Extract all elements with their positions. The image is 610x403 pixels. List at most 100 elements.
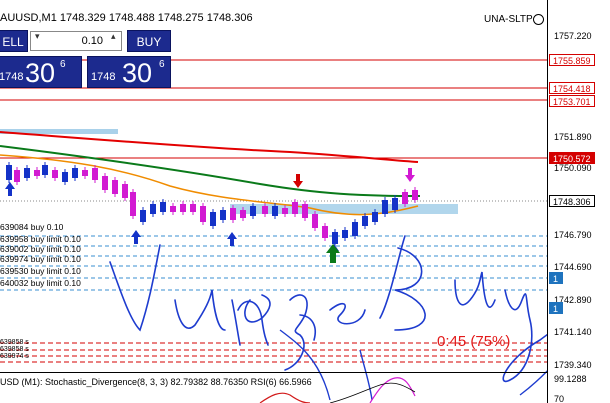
indicator-label: USD (M1): Stochastic_Divergence(8, 3, 3)… <box>0 377 312 387</box>
pending-order-label: 640032 buy limit 0.10 <box>0 278 81 288</box>
buy-arrow-icon <box>131 230 141 244</box>
pending-order-label: 639974 buy limit 0.10 <box>0 254 81 264</box>
price-tick-label: 1746.790 <box>554 230 592 240</box>
bear-candle <box>102 176 108 190</box>
sell-price-pip: 6 <box>60 59 66 70</box>
ma-red-line <box>0 131 419 163</box>
stacked-order-label: 639858 s <box>0 339 29 346</box>
handwriting-stroke <box>279 329 331 401</box>
bear-candle <box>34 170 40 176</box>
price-tick-label: 1751.890 <box>554 132 592 142</box>
bull-candle <box>72 168 78 178</box>
bull-candle <box>382 200 388 214</box>
bull-candle <box>150 204 156 214</box>
bull-candle <box>220 210 226 220</box>
price-tag: 1748.306 <box>549 195 595 207</box>
pending-order-label: 639530 buy limit 0.10 <box>0 266 81 276</box>
bear-candle <box>52 170 58 178</box>
bull-candle <box>332 232 338 244</box>
expert-advisor-label: UNA-SLTP <box>484 14 533 25</box>
buy-arrow-icon <box>5 182 15 196</box>
buy-price-box[interactable]: 1748 30 6 <box>87 56 171 88</box>
bull-candle <box>392 198 398 210</box>
sell-arrow-icon <box>405 168 415 182</box>
price-tick-label: 99.1288 <box>554 374 587 384</box>
bear-candle <box>82 170 88 176</box>
price-tick-label: 70 <box>554 394 565 403</box>
lot-decrease-icon[interactable]: ▾ <box>35 31 40 41</box>
buy-price-prefix: 1748 <box>91 71 116 83</box>
sell-price-prefix: 1748 <box>0 71 24 83</box>
bear-candle <box>262 206 268 214</box>
handwriting-stroke <box>174 289 226 331</box>
handwriting-stroke <box>284 294 316 371</box>
stochastic-signal-line <box>369 377 416 403</box>
stacked-order-label: 639974 s <box>0 353 29 360</box>
zone-rect-left <box>0 129 118 134</box>
chart-title: AUUSD,M1 1748.329 1748.488 1748.275 1748… <box>0 12 253 24</box>
bear-candle <box>200 206 206 222</box>
bear-candle <box>402 192 408 204</box>
buy-arrow-icon <box>227 232 237 246</box>
price-tag: 1 <box>549 302 563 314</box>
indicator-window[interactable]: USD (M1): Stochastic_Divergence(8, 3, 3)… <box>0 372 547 403</box>
price-chart-canvas[interactable]: Vung Buy <box>0 0 547 403</box>
buy-signal-arrow-icon <box>326 244 340 263</box>
price-tag: 1 <box>549 272 563 284</box>
bear-candle <box>130 192 136 216</box>
price-tag: 1750.572 <box>549 152 595 164</box>
bull-candle <box>210 212 216 226</box>
bull-candle <box>160 202 166 212</box>
bear-candle <box>412 190 418 200</box>
sell-price-big: 30 <box>25 58 56 88</box>
bear-candle <box>180 204 186 212</box>
bear-candle <box>282 208 288 214</box>
bear-candle <box>230 208 236 220</box>
price-tag: 1755.859 <box>549 54 595 66</box>
bear-candle <box>322 226 328 238</box>
bar-countdown-timer: 0:45 (75%) <box>437 333 511 350</box>
bull-candle <box>6 165 12 180</box>
bear-candle <box>190 204 196 212</box>
price-tag: 1754.418 <box>549 82 595 94</box>
ma-green-line <box>0 145 421 197</box>
bull-candle <box>42 165 48 175</box>
buy-button[interactable]: BUY <box>127 30 171 52</box>
handwriting-stroke <box>379 235 426 331</box>
bull-candle <box>272 206 278 216</box>
bear-candle <box>92 168 98 180</box>
handwriting-stroke <box>519 370 547 396</box>
price-tick-label: 1744.690 <box>554 262 592 272</box>
price-axis[interactable]: 1757.220 1751.890 1750.090 1746.790 1744.690… <box>547 0 610 403</box>
handwriting-stroke <box>109 244 161 332</box>
price-tick-label: 1741.140 <box>554 327 592 337</box>
handwriting-stroke <box>231 299 269 346</box>
handwriting-stroke <box>359 349 373 401</box>
buy-price-big: 30 <box>122 58 153 88</box>
handwriting-stroke <box>244 294 366 325</box>
price-tag: 1753.701 <box>549 95 595 107</box>
bull-candle <box>372 212 378 222</box>
lot-increase-icon[interactable]: ▴ <box>111 31 116 41</box>
stacked-order-label: 639858 s <box>0 346 29 353</box>
bear-candle <box>292 202 298 214</box>
bull-candle <box>352 222 358 236</box>
price-tick-label: 1739.340 <box>554 360 592 370</box>
one-click-trading-panel: ELL 0.10 ▾ ▴ BUY 1748 30 6 1748 30 6 <box>0 28 172 90</box>
sell-price-box[interactable]: 1748 30 6 <box>0 56 82 88</box>
ma-orange-line <box>0 154 419 216</box>
sell-arrow-icon <box>293 174 303 188</box>
bull-candle <box>140 210 146 222</box>
bull-candle <box>362 216 368 226</box>
handwriting-stroke <box>502 289 547 383</box>
lot-size-input[interactable]: 0.10 <box>30 31 122 51</box>
pending-order-label: 639958 buy limit 0.10 <box>0 234 81 244</box>
price-tick-label: 1742.890 <box>554 295 592 305</box>
bear-candle <box>14 170 20 182</box>
bear-candle <box>170 206 176 212</box>
bull-candle <box>342 230 348 238</box>
bear-candle <box>240 210 246 218</box>
sell-button[interactable]: ELL <box>0 30 28 52</box>
pending-order-label: 639084 buy 0.10 <box>0 222 64 232</box>
